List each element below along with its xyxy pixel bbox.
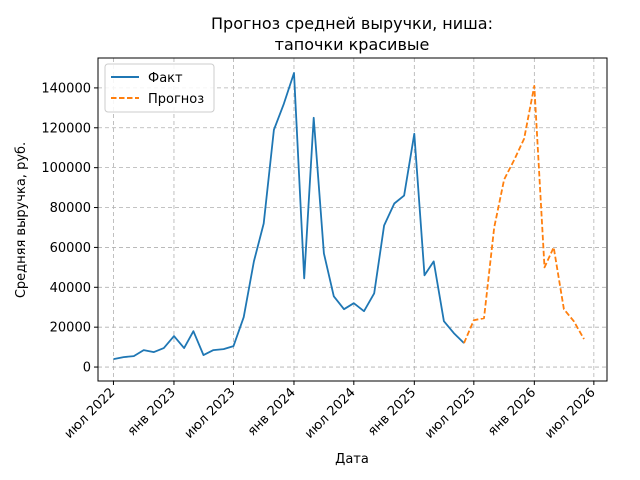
x-tick-label: июл 2023 — [182, 385, 239, 442]
x-axis-ticks: июл 2022 янв 2023 июл 2023 янв 2024 июл 2024… — [62, 381, 599, 442]
x-tick-label: янв 2023 — [125, 385, 179, 439]
y-axis-label: Средняя выручка, руб. — [14, 142, 29, 298]
x-tick-label: янв 2026 — [485, 385, 539, 439]
series-line-forecast — [463, 85, 585, 344]
y-tick-label: 100000 — [41, 161, 91, 176]
y-tick-label: 40000 — [50, 281, 91, 296]
series-layer — [113, 72, 585, 360]
x-tick-label: янв 2025 — [365, 385, 419, 439]
grid-lines — [98, 58, 607, 381]
chart-title-line-1: Прогноз средней выручки, ниша: — [211, 14, 493, 33]
y-tick-label: 20000 — [50, 321, 91, 336]
series-line-fact — [113, 72, 465, 360]
y-tick-label: 140000 — [41, 81, 91, 96]
x-axis-label: Дата — [335, 452, 369, 467]
x-tick-label: июл 2024 — [302, 385, 359, 442]
legend: Факт Прогноз — [104, 63, 215, 113]
y-tick-label: 120000 — [41, 121, 91, 136]
y-tick-label: 0 — [83, 361, 91, 376]
chart-title-line-2: тапочки красивые — [275, 35, 430, 54]
x-tick-label: июл 2025 — [422, 385, 479, 442]
x-tick-label: июл 2022 — [62, 385, 119, 442]
x-tick-label: янв 2024 — [245, 385, 299, 439]
plot-frame — [97, 57, 608, 382]
legend-label-fact: Факт — [148, 71, 183, 86]
y-axis-ticks: 0 20000 40000 60000 80000 100000 120000 140000 — [41, 81, 98, 376]
legend-label-forecast: Прогноз — [148, 92, 204, 107]
y-tick-label: 60000 — [50, 241, 91, 256]
y-tick-label: 80000 — [50, 201, 91, 216]
x-tick-label: июл 2026 — [542, 385, 599, 442]
